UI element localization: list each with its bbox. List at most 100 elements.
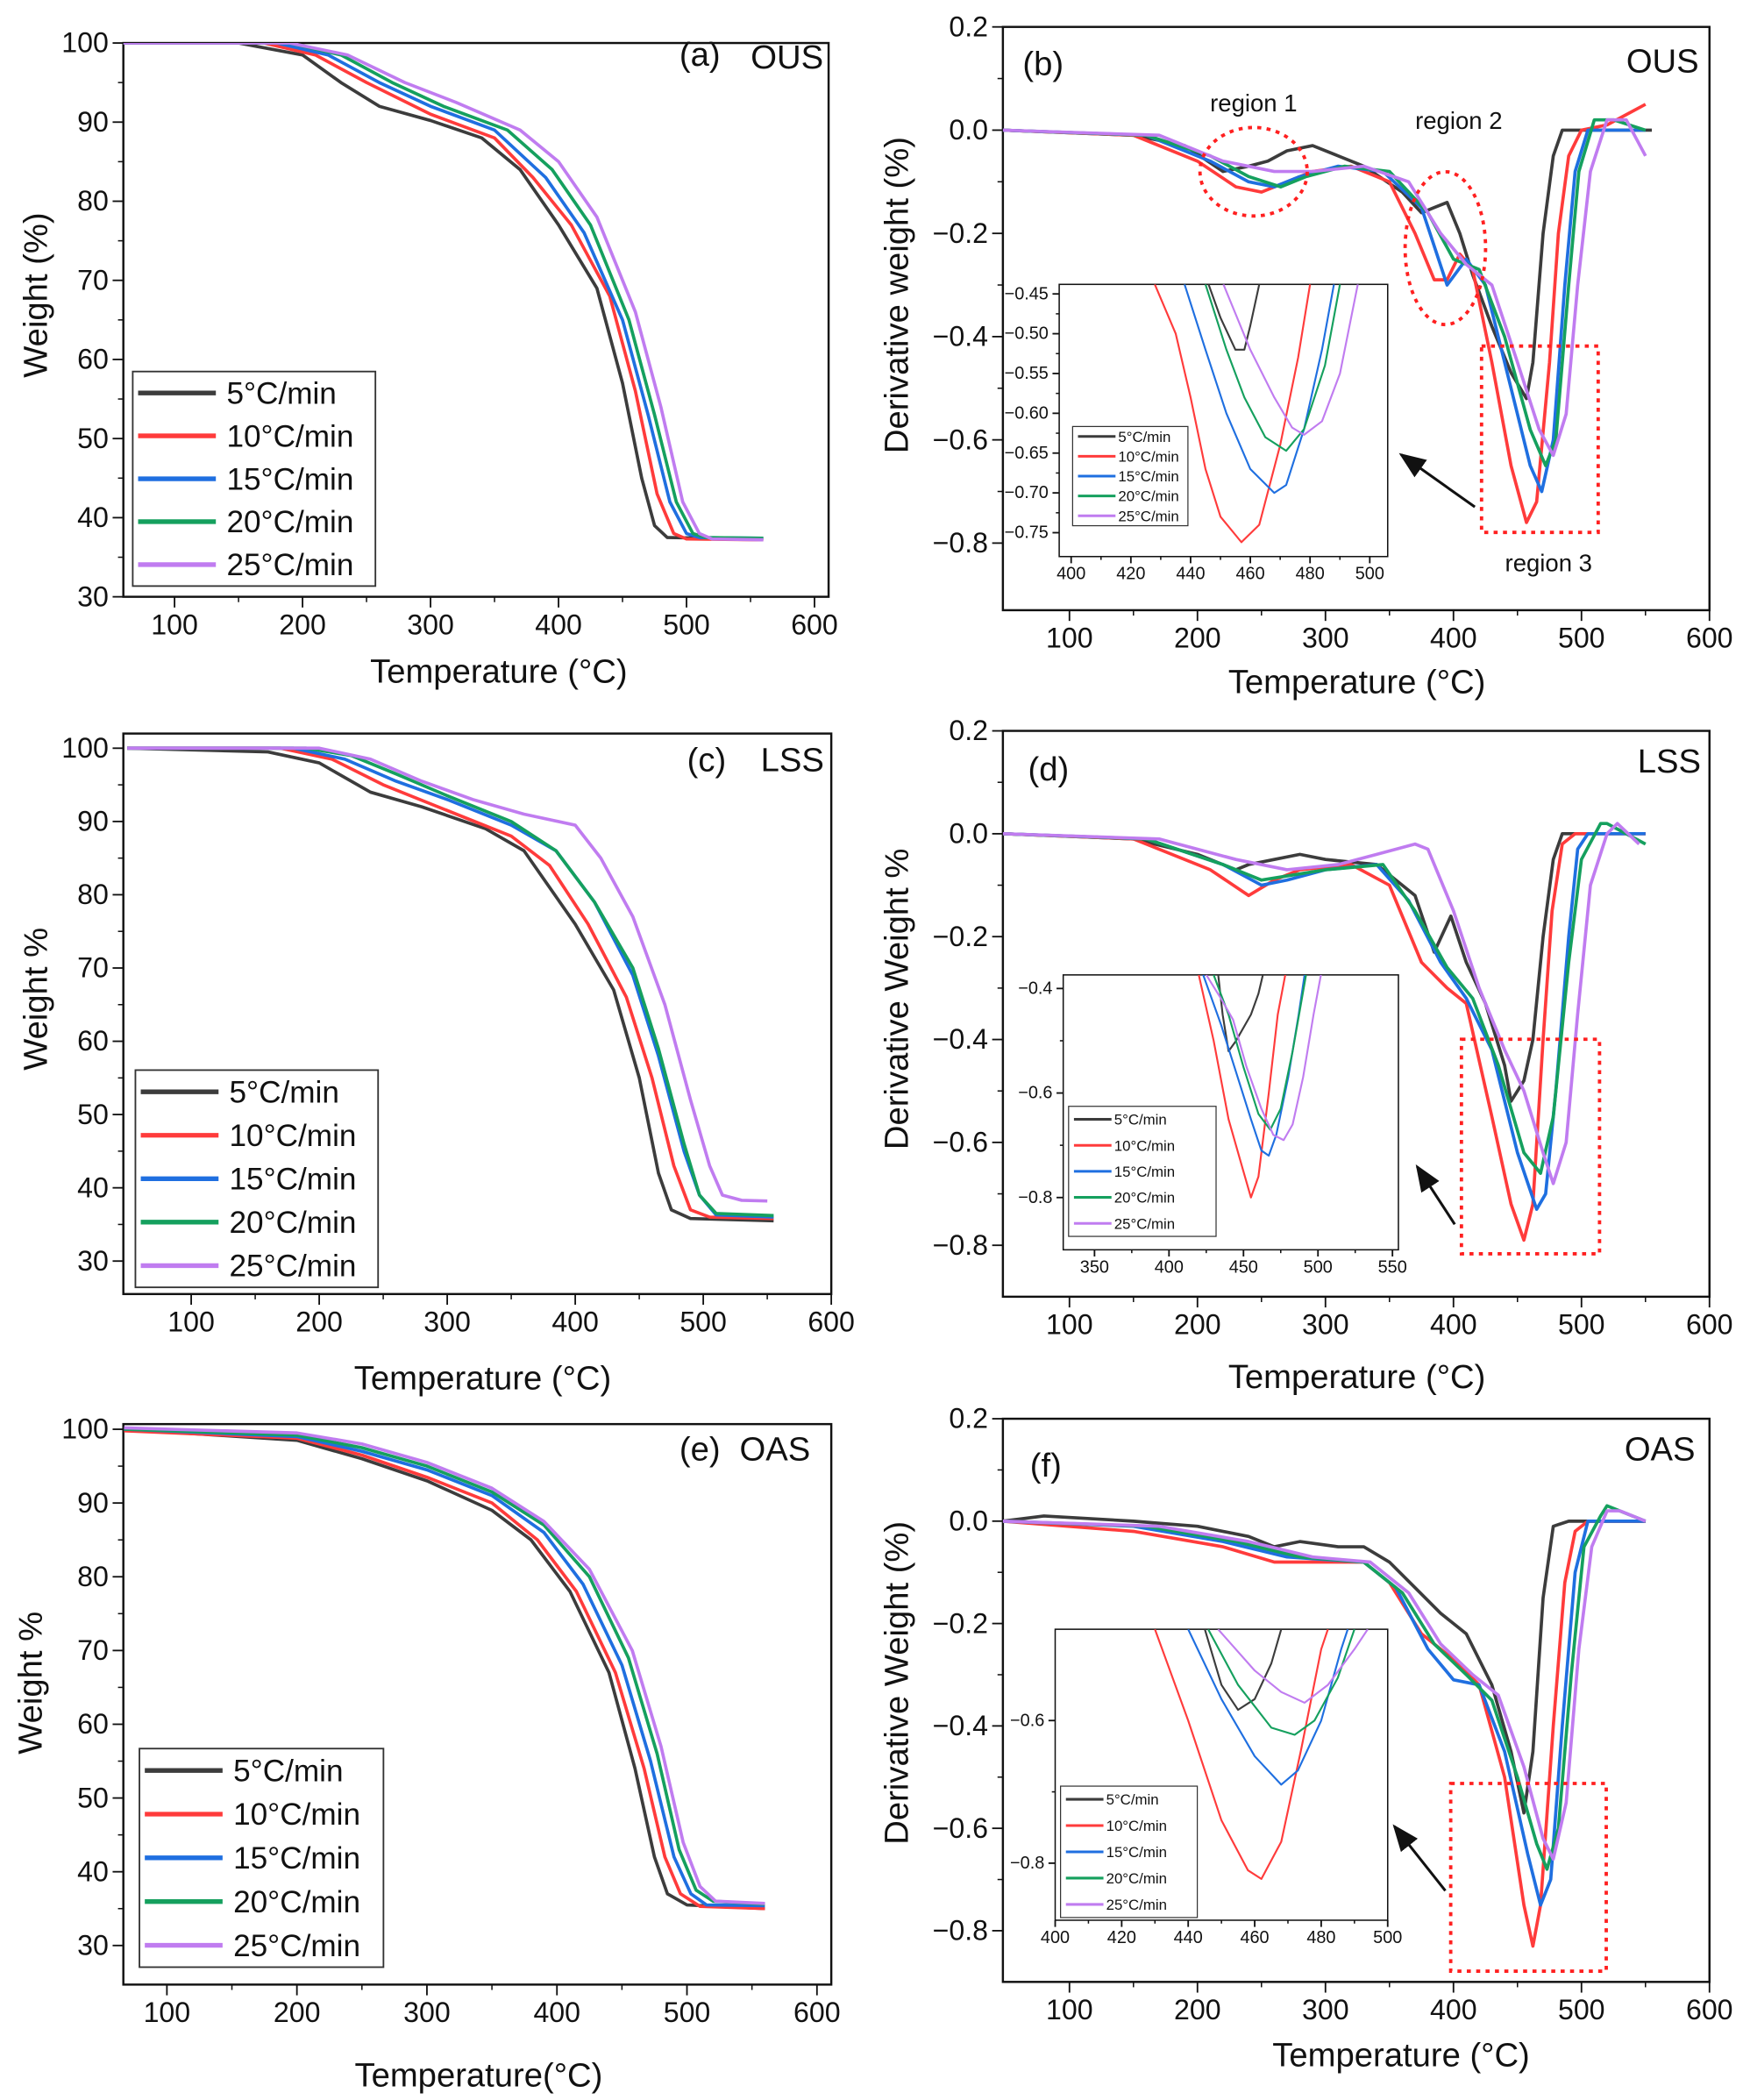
y-tick-label: −0.6 [1018, 1084, 1052, 1103]
x-tick-label: 200 [279, 609, 326, 640]
sample-label: LSS [761, 741, 824, 779]
x-tick-label: 200 [1174, 623, 1221, 654]
legend-label: 15°C/min [1114, 1164, 1175, 1180]
x-axis-title: Temperature(°C) [354, 2057, 602, 2095]
series-group [1002, 1504, 1647, 1948]
y-tick-label: −0.60 [1005, 403, 1049, 423]
series-line-10c-per-min [124, 1428, 765, 1911]
y-axis-title: Derivative Weight % [878, 849, 915, 1150]
y-tick-label: −0.6 [1010, 1711, 1044, 1730]
y-tick-label: 50 [77, 1782, 109, 1813]
series-line-15c-per-min [1002, 1520, 1646, 1907]
panel-b: 100 200 300 400 500 600 −0.8 −0.6 −0.4 −0.2 0.0 0.2… [878, 11, 1732, 701]
panel-label: (f) [1030, 1447, 1062, 1484]
arrow-icon [1415, 1164, 1456, 1226]
series-line-5c-per-min [1204, 1629, 1283, 1712]
y-tick-label: 90 [77, 106, 109, 138]
series-line-15c-per-min [123, 43, 764, 540]
x-tick-label: 200 [274, 1997, 321, 2028]
series-line-5c-per-min [1002, 832, 1646, 1103]
series-group [127, 746, 774, 1223]
x-tick-label: 100 [144, 1997, 191, 2028]
series-line-20c-per-min [124, 1427, 765, 1906]
x-tick-label: 500 [1558, 623, 1605, 654]
x-tick-label: 400 [1430, 623, 1477, 654]
x-tick-label: 420 [1116, 565, 1145, 584]
sample-label: OAS [1625, 1430, 1696, 1468]
series-line-20c-per-min [1002, 822, 1647, 1175]
y-tick-label: 0.2 [949, 715, 988, 746]
series-line-15c-per-min [1002, 128, 1646, 494]
series-group [1002, 822, 1647, 1242]
legend-label: 5°C/min [1106, 1791, 1159, 1808]
legend-label: 5°C/min [233, 1754, 343, 1788]
legend-box [132, 370, 377, 587]
y-tick-label: −0.45 [1005, 284, 1049, 303]
y-axis-title: Weight % [11, 1612, 49, 1755]
y-axis-title: Weight (%) [18, 212, 55, 377]
legend-label: 25°C/min [233, 1929, 360, 1963]
y-tick-label: 70 [77, 1634, 109, 1666]
legend-label: 5°C/min [1114, 1112, 1167, 1128]
legend-label: 20°C/min [229, 1206, 356, 1240]
y-tick-label: −0.55 [1005, 364, 1049, 383]
region-1-marker [1198, 125, 1309, 218]
arrow-icon [1398, 452, 1476, 509]
y-tick-label: −0.75 [1005, 523, 1049, 543]
legend-label: 25°C/min [1118, 508, 1178, 524]
x-tick-label: 500 [679, 1306, 727, 1338]
legend-label: 10°C/min [229, 1119, 356, 1153]
series-line-5c-per-min [1207, 284, 1261, 351]
y-tick-label: −0.4 [933, 321, 988, 352]
x-tick-label: 300 [423, 1306, 471, 1338]
x-tick-label: 400 [1056, 565, 1085, 584]
region-2-label: region 2 [1415, 107, 1502, 134]
y-tick-label: 60 [77, 344, 109, 375]
x-tick-label: 200 [1174, 1994, 1221, 2025]
x-tick-label: 200 [1174, 1309, 1221, 1341]
y-tick-label: 90 [77, 806, 109, 837]
series-line-15c-per-min [1002, 832, 1646, 1212]
series-line-25c-per-min [1222, 284, 1359, 436]
x-tick-label: 500 [663, 609, 710, 640]
x-tick-label: 400 [1430, 1309, 1477, 1341]
series-line-15c-per-min [1184, 284, 1335, 495]
y-tick-label: −0.8 [1010, 1854, 1044, 1873]
y-tick-label: −0.8 [933, 527, 988, 559]
inset-plot: 350 400 450 500 550 −0.8 −0.6 −0.4 5°C/min 10°C/m… [1018, 974, 1407, 1277]
y-tick-label: −0.50 [1005, 324, 1049, 344]
series-line-25c-per-min [127, 746, 768, 1203]
y-tick-label: 60 [77, 1025, 109, 1057]
x-tick-label: 600 [1686, 1309, 1733, 1341]
series-line-20c-per-min [1207, 1629, 1355, 1736]
series-group [1154, 284, 1359, 544]
sample-label: OUS [1626, 43, 1699, 81]
y-tick-label: 30 [77, 1930, 109, 1961]
y-tick-label: 70 [77, 952, 109, 984]
x-tick-label: 100 [1046, 1994, 1093, 2025]
legend-label: 10°C/min [1114, 1137, 1175, 1154]
x-tick-label: 100 [167, 1306, 215, 1338]
zoom-region-marker [1448, 1782, 1608, 1973]
y-tick-label: −0.6 [933, 424, 988, 455]
x-tick-label: 100 [151, 609, 198, 640]
x-tick-label: 600 [1686, 1994, 1733, 2025]
series-line-10c-per-min [127, 746, 774, 1221]
legend-label: 25°C/min [229, 1249, 356, 1284]
y-tick-label: 50 [77, 1099, 109, 1130]
series-line-15c-per-min [1187, 1629, 1349, 1786]
y-tick-label: 100 [61, 1413, 109, 1445]
y-tick-label: −0.4 [933, 1023, 988, 1055]
x-tick-label: 600 [791, 609, 838, 640]
x-tick-label: 440 [1176, 565, 1205, 584]
y-tick-label: −0.2 [933, 217, 988, 249]
x-tick-label: 400 [535, 609, 582, 640]
legend-label: 20°C/min [1106, 1870, 1167, 1887]
legend-label: 25°C/min [1106, 1897, 1167, 1913]
series-line-25c-per-min [123, 43, 764, 542]
x-tick-label: 200 [295, 1306, 343, 1338]
series-line-25c-per-min [1217, 1629, 1369, 1705]
panel-label: (b) [1022, 46, 1064, 83]
arrow-icon [1392, 1824, 1447, 1892]
series-line-5c-per-min [1002, 1514, 1646, 1815]
